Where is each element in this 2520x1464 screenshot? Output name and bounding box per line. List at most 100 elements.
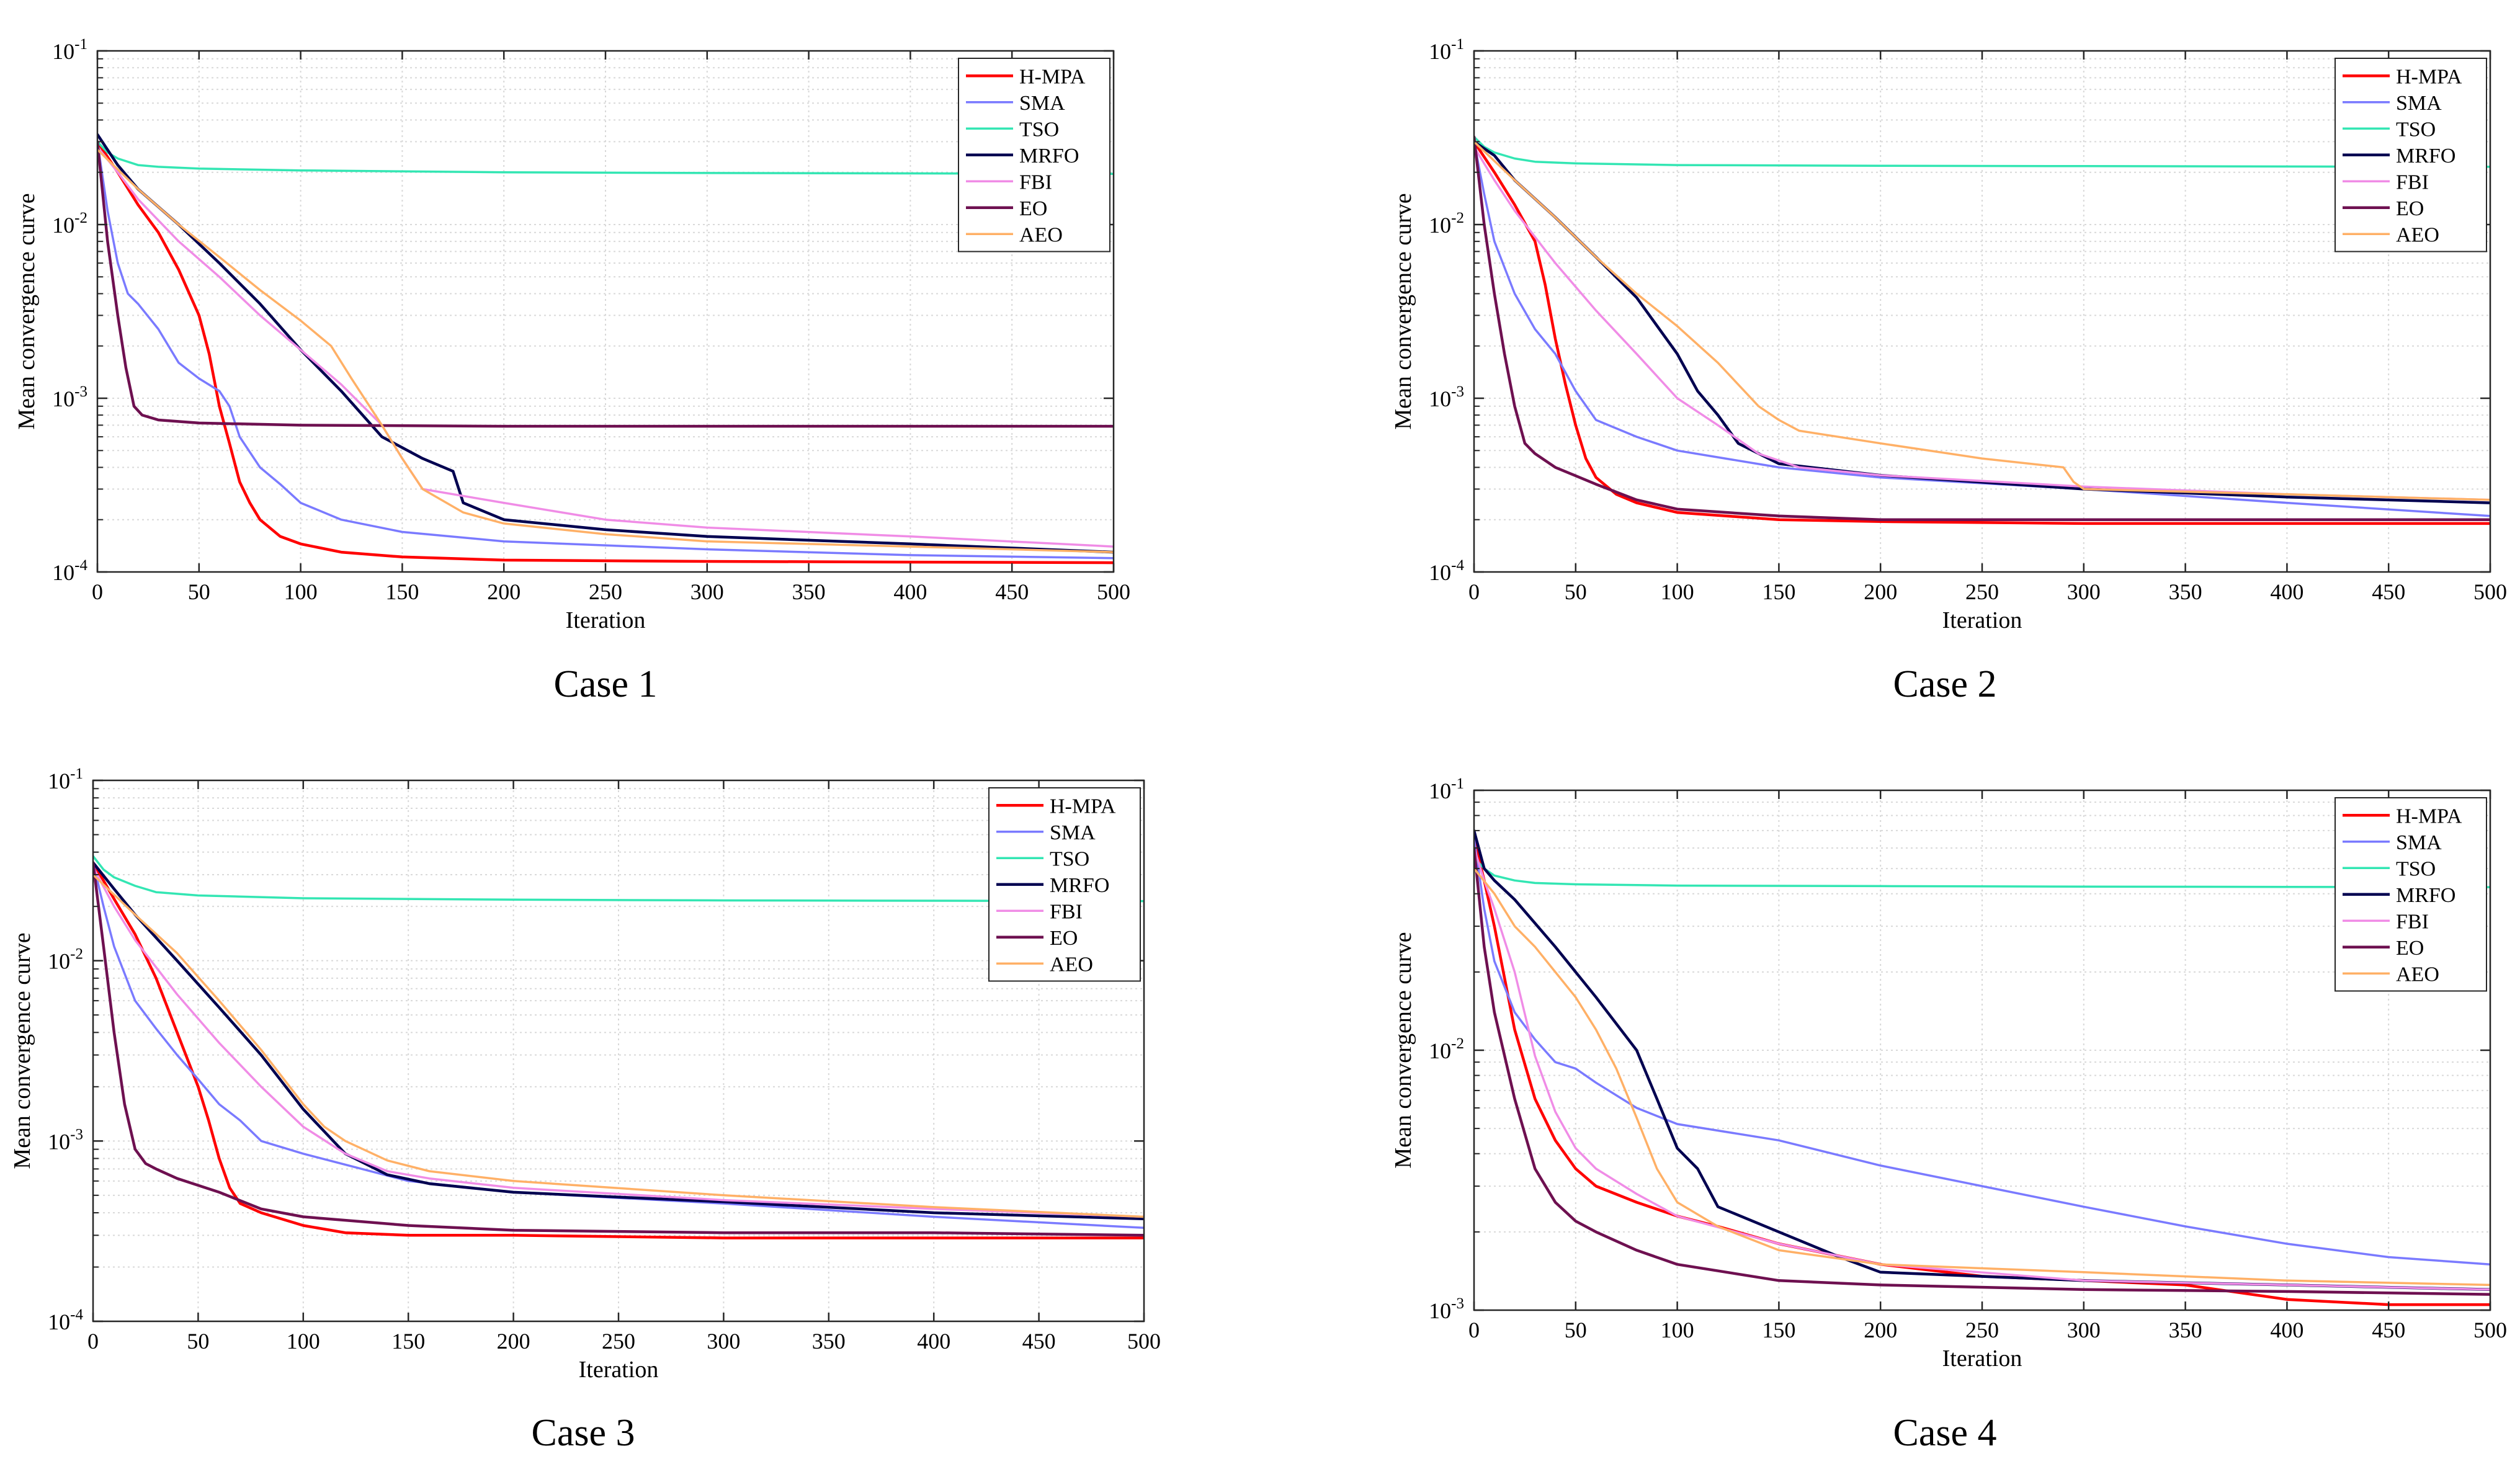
x-tick-label: 500 bbox=[1097, 579, 1130, 604]
y-tick-label: 10-1 bbox=[1429, 36, 1464, 64]
grid bbox=[1474, 790, 2490, 1310]
x-tick-label: 350 bbox=[2169, 1318, 2202, 1342]
x-tick-label: 100 bbox=[284, 579, 318, 604]
y-tick-exponent: -4 bbox=[1451, 557, 1464, 574]
x-tick-label: 100 bbox=[1661, 579, 1694, 604]
legend-label-tso: TSO bbox=[2396, 857, 2436, 880]
y-tick-label: 10-1 bbox=[52, 36, 87, 64]
x-tick-label: 350 bbox=[792, 579, 826, 604]
x-tick-label: 300 bbox=[2067, 579, 2101, 604]
x-tick-label: 250 bbox=[602, 1329, 635, 1354]
series-line-tso bbox=[93, 855, 1144, 903]
x-tick-label: 50 bbox=[1565, 1318, 1587, 1342]
legend-label-sma: SMA bbox=[1019, 92, 1065, 115]
y-tick-label: 10-2 bbox=[52, 210, 87, 238]
legend-label-eo: EO bbox=[1050, 927, 1078, 950]
legend-label-mrfo: MRFO bbox=[2396, 145, 2455, 167]
y-tick-exponent: -2 bbox=[1451, 210, 1464, 226]
y-tick-base: 10 bbox=[52, 560, 74, 585]
legend-label-aeo: AEO bbox=[2396, 223, 2439, 246]
y-tick-base: 10 bbox=[1429, 1038, 1451, 1063]
series-line-mrfo bbox=[1474, 829, 2490, 1292]
legend-label-eo: EO bbox=[2396, 197, 2424, 220]
legend-label-h-mpa: H-MPA bbox=[1019, 65, 1086, 88]
y-tick-exponent: -2 bbox=[70, 946, 83, 963]
legend-label-tso: TSO bbox=[1019, 118, 1059, 141]
x-axis-label: Iteration bbox=[579, 1357, 659, 1383]
x-axis-label: Iteration bbox=[1942, 607, 2022, 633]
y-tick-exponent: -2 bbox=[1451, 1035, 1464, 1052]
legend-label-eo: EO bbox=[1019, 197, 1047, 220]
series-line-h-mpa bbox=[93, 861, 1144, 1239]
y-tick-base: 10 bbox=[1429, 39, 1451, 64]
legend-label-mrfo: MRFO bbox=[1050, 874, 1109, 897]
chart-3: 0 50 100 150 200 250 300 350 400 450 50010-410-310… bbox=[9, 765, 1161, 1454]
x-tick-label: 250 bbox=[589, 579, 622, 604]
x-tick-label: 500 bbox=[2473, 1318, 2507, 1342]
y-tick-label: 10-3 bbox=[1429, 1295, 1464, 1323]
series-line-eo bbox=[1474, 846, 2490, 1296]
x-tick-label: 300 bbox=[2067, 1318, 2101, 1342]
x-tick-label: 450 bbox=[2372, 1318, 2405, 1342]
x-tick-label: 300 bbox=[690, 579, 724, 604]
y-tick-label: 10-3 bbox=[1429, 383, 1464, 411]
x-tick-label: 150 bbox=[385, 579, 419, 604]
y-tick-exponent: -4 bbox=[74, 557, 87, 574]
series-line-fbi bbox=[93, 866, 1144, 1218]
x-tick-label: 150 bbox=[1762, 1318, 1795, 1342]
grid bbox=[97, 51, 1114, 572]
y-tick-base: 10 bbox=[48, 1310, 70, 1334]
x-tick-label: 500 bbox=[1127, 1329, 1161, 1354]
series-line-tso bbox=[1474, 857, 2490, 888]
plot-area bbox=[1474, 51, 2490, 572]
y-tick-base: 10 bbox=[52, 386, 74, 411]
x-tick-label: 50 bbox=[187, 1329, 209, 1354]
y-axis-label: Mean convergence curve bbox=[14, 193, 40, 429]
y-tick-label: 10-2 bbox=[48, 946, 83, 974]
x-tick-label: 250 bbox=[1965, 1318, 1999, 1342]
y-tick-base: 10 bbox=[48, 769, 70, 793]
legend-label-tso: TSO bbox=[2396, 118, 2436, 141]
legend-label-fbi: FBI bbox=[1050, 900, 1083, 923]
series-group bbox=[93, 855, 1144, 1239]
chart-2: 0 50 100 150 200 250 300 350 400 450 50010-410-310… bbox=[1390, 36, 2507, 705]
x-tick-label: 0 bbox=[1468, 579, 1480, 604]
y-tick-exponent: -4 bbox=[70, 1306, 83, 1323]
x-tick-label: 100 bbox=[287, 1329, 320, 1354]
x-tick-label: 100 bbox=[1661, 1318, 1694, 1342]
y-tick-label: 10-4 bbox=[52, 557, 87, 585]
y-tick-exponent: -1 bbox=[1451, 775, 1464, 792]
x-tick-label: 250 bbox=[1965, 579, 1999, 604]
y-tick-exponent: -3 bbox=[74, 383, 87, 400]
series-line-fbi bbox=[1474, 146, 2490, 501]
legend-label-fbi: FBI bbox=[2396, 171, 2429, 194]
x-tick-label: 0 bbox=[92, 579, 103, 604]
x-tick-label: 300 bbox=[707, 1329, 740, 1354]
y-tick-label: 10-3 bbox=[48, 1126, 83, 1154]
series-line-h-mpa bbox=[1474, 140, 2490, 525]
legend: H-MPA SMA TSO MRFO FBI EO AEO bbox=[2335, 58, 2487, 252]
x-tick-label: 350 bbox=[812, 1329, 846, 1354]
x-tick-label: 150 bbox=[1762, 579, 1795, 604]
y-tick-exponent: -3 bbox=[1451, 1295, 1464, 1312]
x-tick-label: 450 bbox=[2372, 579, 2405, 604]
series-line-eo bbox=[97, 140, 1114, 428]
y-tick-label: 10-1 bbox=[1429, 775, 1464, 803]
series-line-aeo bbox=[1474, 140, 2490, 501]
x-tick-label: 50 bbox=[188, 579, 210, 604]
x-tick-label: 400 bbox=[917, 1329, 950, 1354]
y-tick-base: 10 bbox=[1429, 213, 1451, 238]
series-line-sma bbox=[97, 140, 1114, 560]
y-tick-base: 10 bbox=[52, 213, 74, 238]
x-axis-label: Iteration bbox=[1942, 1346, 2022, 1372]
x-tick-label: 200 bbox=[1864, 1318, 1897, 1342]
series-group bbox=[97, 133, 1114, 565]
chart-caption: Case 4 bbox=[1893, 1412, 1996, 1454]
x-tick-label: 50 bbox=[1565, 579, 1587, 604]
y-tick-label: 10-1 bbox=[48, 765, 83, 793]
y-axis-label: Mean convergence curve bbox=[1390, 193, 1416, 429]
legend-label-fbi: FBI bbox=[1019, 171, 1052, 194]
legend-label-h-mpa: H-MPA bbox=[1050, 795, 1116, 818]
series-line-tso bbox=[97, 140, 1114, 175]
legend-label-aeo: AEO bbox=[1019, 223, 1063, 246]
